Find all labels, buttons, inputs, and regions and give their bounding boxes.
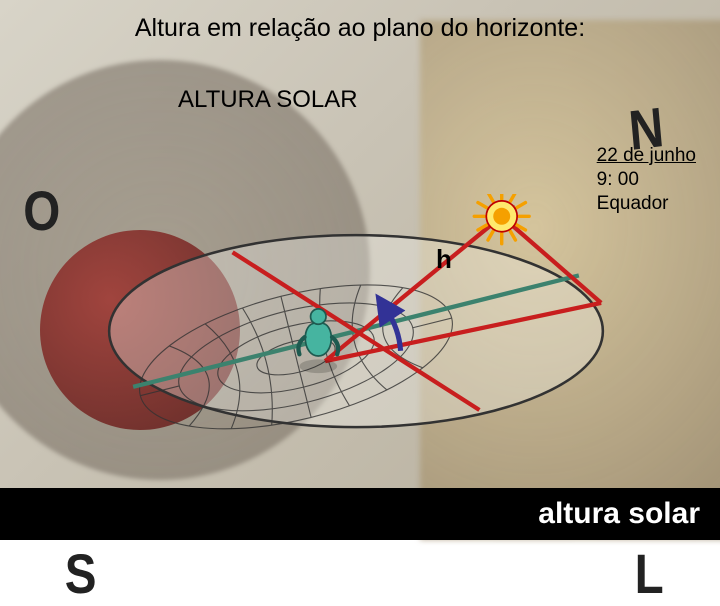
info-box: 22 de junho 9: 00 Equador <box>597 144 696 215</box>
cardinal-south: S <box>65 541 97 606</box>
footer-text: altura solar <box>538 497 700 531</box>
cardinal-west: O <box>23 178 60 243</box>
cardinal-east: L <box>634 541 663 606</box>
info-date: 22 de junho <box>597 144 696 168</box>
footer-bar: altura solar <box>0 488 720 540</box>
solar-altitude-diagram: O N S L <box>56 124 656 444</box>
angle-label: h <box>436 244 452 275</box>
info-time: 9: 00 <box>597 168 696 192</box>
subtitle: ALTURA SOLAR <box>178 86 358 114</box>
diagram-svg <box>56 194 656 434</box>
page-title: Altura em relação ao plano do horizonte: <box>0 14 720 43</box>
info-location: Equador <box>597 192 696 216</box>
